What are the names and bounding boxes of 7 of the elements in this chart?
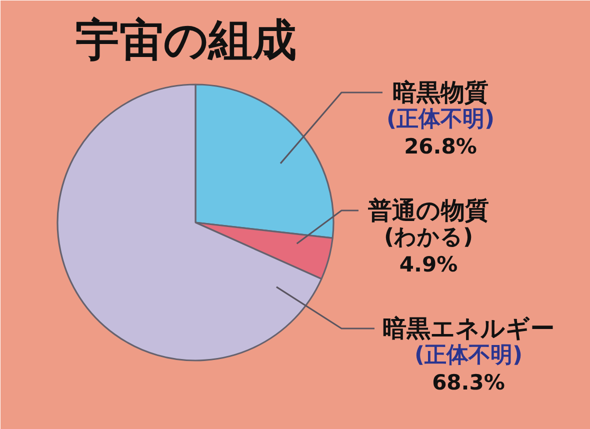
data-label: 4.9% [399, 252, 458, 276]
slice-label: 暗黒エネルギー (正体不明) [382, 314, 554, 368]
slice-label: 普通の物質 (わかる) [367, 196, 489, 250]
data-label: 26.8% [404, 134, 477, 158]
slice-label: 暗黒物質 (正体不明) [386, 78, 495, 132]
chart-title: 宇宙の組成 [76, 15, 296, 66]
data-label: 68.3% [432, 370, 505, 394]
